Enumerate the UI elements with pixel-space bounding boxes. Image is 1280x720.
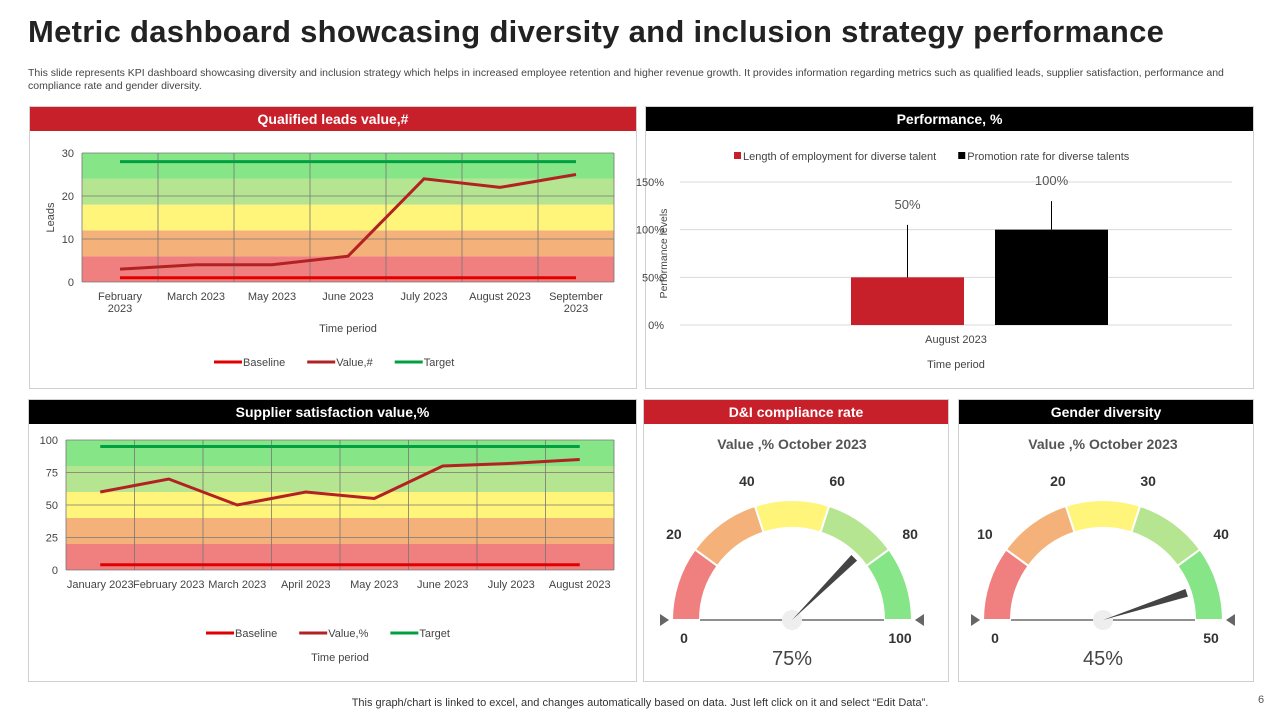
panel-header: Supplier satisfaction value,% <box>29 400 636 424</box>
y-tick-label: 100 <box>40 435 58 447</box>
panel-header: Gender diversity <box>959 400 1253 424</box>
x-tick-label: February 2023 <box>133 579 205 591</box>
gauge-marker-right <box>915 614 924 626</box>
x-axis-label: Time period <box>927 359 985 371</box>
x-tick-label: March 2023 <box>167 291 225 303</box>
y-tick-label: 50 <box>46 500 58 512</box>
y-tick-label: 10 <box>62 234 74 246</box>
y-tick-label: 30 <box>62 148 74 160</box>
x-tick-label: September <box>549 291 603 303</box>
band-1 <box>82 230 614 257</box>
gauge-segment-1 <box>1004 504 1076 568</box>
x-tick-label: February <box>98 291 143 303</box>
y-tick-label: 50% <box>642 272 664 284</box>
gauge-tick-label: 20 <box>666 526 682 542</box>
y-axis-label: Leads <box>45 202 57 232</box>
x-tick-label: August 2023 <box>469 291 531 303</box>
gender-diversity-panel: Gender diversity <box>958 399 1254 682</box>
x-tick-label: March 2023 <box>208 579 266 591</box>
gauge-segment-4 <box>865 548 914 621</box>
series-line-value <box>119 173 577 271</box>
panel-header: D&I compliance rate <box>644 400 948 424</box>
gauge-tick-label: 30 <box>1140 473 1156 489</box>
bar-1 <box>995 229 1108 325</box>
gauge-segment-1 <box>693 504 765 568</box>
gauge-segment-4 <box>1176 548 1225 621</box>
band-4 <box>82 153 614 179</box>
gauge-needle <box>792 554 858 620</box>
x-tick-label: August 2023 <box>549 579 611 591</box>
x-tick-label: May 2023 <box>350 579 398 591</box>
y-tick-label: 0% <box>648 320 664 332</box>
x-tick-label: August 2023 <box>925 334 987 346</box>
legend-label: Baseline <box>243 357 285 369</box>
y-tick-label: 0 <box>68 277 74 289</box>
legend-label: Promotion rate for diverse talents <box>967 151 1130 163</box>
legend-swatch <box>958 152 966 159</box>
gauge-tick-label: 20 <box>1050 473 1066 489</box>
x-tick-label: July 2023 <box>400 291 447 303</box>
gauge-title: Value ,% October 2023 <box>717 436 867 452</box>
panel-header: Performance, % <box>646 107 1253 131</box>
footer-note: This graph/chart is linked to excel, and… <box>351 697 929 709</box>
performance-panel: Performance, % <box>645 106 1254 389</box>
gauge-tick-label: 0 <box>991 630 999 646</box>
x-tick-label: May 2023 <box>248 291 296 303</box>
page-title: Metric dashboard showcasing diversity an… <box>28 14 1165 49</box>
x-tick-label: January 2023 <box>67 579 134 591</box>
x-axis-label: Time period <box>319 323 377 335</box>
gauge-tick-label: 100 <box>888 630 912 646</box>
compliance-panel: D&I compliance rate <box>643 399 949 682</box>
y-tick-label: 75 <box>46 468 58 480</box>
x-tick-label: April 2023 <box>281 579 331 591</box>
legend-label: Value,# <box>336 357 373 369</box>
gauge-marker-right <box>1226 614 1235 626</box>
legend-label: Baseline <box>235 628 277 640</box>
legend-swatch <box>734 152 741 159</box>
gauge-tick-label: 10 <box>977 526 993 542</box>
data-label: 50% <box>894 197 920 212</box>
bar-0 <box>851 277 964 325</box>
gauge-value: 75% <box>772 648 812 670</box>
gauge-segment-2 <box>753 499 831 534</box>
legend-label: Value,% <box>328 628 368 640</box>
x-tick-label: 2023 <box>564 303 588 315</box>
y-tick-label: 0 <box>52 565 58 577</box>
gauge-tick-label: 80 <box>902 526 918 542</box>
gauge-marker-left <box>971 614 980 626</box>
gauge-tick-label: 0 <box>680 630 688 646</box>
y-tick-label: 100% <box>636 225 664 237</box>
page-number: 6 <box>1258 694 1265 706</box>
y-tick-label: 150% <box>636 177 664 189</box>
legend-label: Length of employment for diverse talent <box>743 151 936 163</box>
gauge-tick-label: 60 <box>829 473 845 489</box>
gauge-value: 45% <box>1083 648 1123 670</box>
y-tick-label: 20 <box>62 191 74 203</box>
x-axis-label: Time period <box>311 652 369 664</box>
gauge-needle <box>1103 589 1188 620</box>
gauge-marker-left <box>660 614 669 626</box>
gauge-segment-2 <box>1064 499 1142 534</box>
x-tick-label: June 2023 <box>417 579 468 591</box>
legend-label: Target <box>424 357 455 369</box>
x-tick-label: 2023 <box>108 303 132 315</box>
x-tick-label: July 2023 <box>488 579 535 591</box>
gauge-title: Value ,% October 2023 <box>1028 436 1178 452</box>
x-tick-label: June 2023 <box>322 291 373 303</box>
y-tick-label: 25 <box>46 533 58 545</box>
series-line-value <box>99 458 580 507</box>
panel-header: Qualified leads value,# <box>30 107 636 131</box>
gauge-tick-label: 40 <box>739 473 755 489</box>
data-label: 100% <box>1035 173 1069 188</box>
y-axis-label: Performance levels <box>658 209 670 299</box>
gauge-tick-label: 50 <box>1203 630 1219 646</box>
page-description: This slide represents KPI dashboard show… <box>28 67 1224 92</box>
gauge-tick-label: 40 <box>1213 526 1229 542</box>
band-2 <box>82 204 614 231</box>
legend-label: Target <box>419 628 450 640</box>
